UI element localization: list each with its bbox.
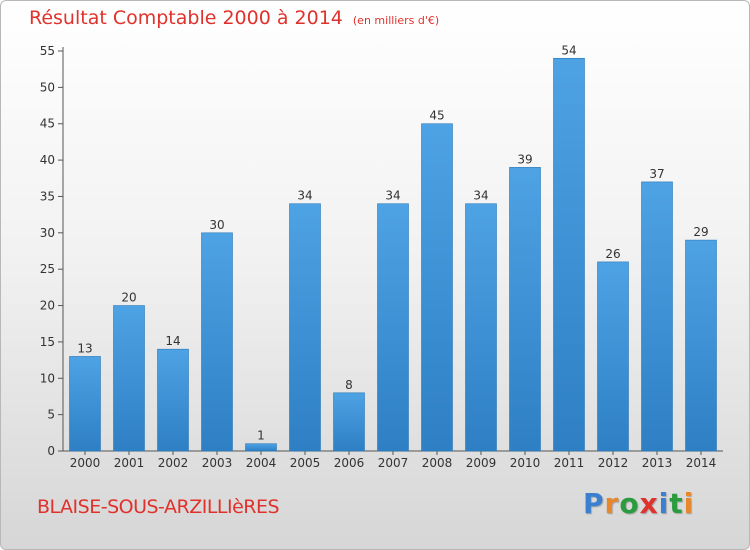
logo-letter: x [639,487,659,520]
x-tick-label: 2012 [598,456,629,470]
x-tick-label: 2008 [422,456,453,470]
x-tick-label: 2005 [290,456,321,470]
proxiti-logo: Proxiti [583,487,694,520]
bar [553,57,585,452]
bar [245,443,277,452]
x-tick-label: 2002 [158,456,189,470]
bar-value-label: 8 [345,378,353,392]
bar-value-label: 34 [473,189,488,203]
x-tick-label: 2003 [202,456,233,470]
y-tick-label: 10 [40,371,55,385]
bar-value-label: 54 [561,43,576,57]
bar-value-label: 34 [385,189,400,203]
bar-value-label: 13 [77,341,92,355]
y-tick-label: 50 [40,80,55,94]
x-tick-label: 2004 [246,456,277,470]
logo-letter: r [604,487,620,520]
y-tick-label: 55 [40,44,55,58]
bar [509,167,541,452]
title-row: Résultat Comptable 2000 à 2014 (en millie… [29,7,439,29]
unit-note: (en milliers d'€) [352,14,440,27]
bar [685,239,717,452]
x-tick-label: 2011 [554,456,585,470]
bar-value-label: 45 [429,109,444,123]
x-tick-label: 2000 [70,456,101,470]
bar-value-label: 20 [121,291,136,305]
x-tick-label: 2001 [114,456,145,470]
y-tick-label: 20 [40,299,55,313]
y-tick-label: 5 [47,408,55,422]
logo-letter: P [583,487,605,520]
bar [157,348,189,452]
y-tick-label: 30 [40,226,55,240]
chart-title: Résultat Comptable 2000 à 2014 [29,7,343,29]
bar-value-label: 1 [257,429,265,443]
bar-value-label: 26 [605,247,620,261]
y-tick-label: 15 [40,335,55,349]
bar [421,123,453,452]
bar [465,203,497,452]
x-tick-label: 2014 [686,456,717,470]
x-tick-label: 2007 [378,456,409,470]
bar [289,203,321,452]
x-tick-label: 2009 [466,456,497,470]
bar-value-label: 37 [649,167,664,181]
bar-value-label: 34 [297,189,312,203]
logo-letter: t [669,487,684,520]
bar [201,232,233,452]
bar-value-label: 30 [209,218,224,232]
bar [113,305,145,452]
x-tick-label: 2010 [510,456,541,470]
y-tick-label: 0 [47,444,55,458]
x-tick-label: 2013 [642,456,673,470]
bar-value-label: 14 [165,334,180,348]
y-tick-label: 45 [40,117,55,131]
y-tick-label: 25 [40,262,55,276]
bar [597,261,629,452]
logo-letter: i [683,487,695,520]
logo-letter: o [619,487,640,520]
y-tick-label: 40 [40,153,55,167]
bar-value-label: 39 [517,152,532,166]
bar-value-label: 29 [693,225,708,239]
bar [333,392,365,452]
town-name: BLAISE-SOUS-ARZILLIèRES [37,496,280,518]
bar [69,356,101,452]
bar [377,203,409,452]
bar [641,181,673,452]
logo-letter: i [658,487,670,520]
x-tick-label: 2006 [334,456,365,470]
y-tick-label: 35 [40,189,55,203]
